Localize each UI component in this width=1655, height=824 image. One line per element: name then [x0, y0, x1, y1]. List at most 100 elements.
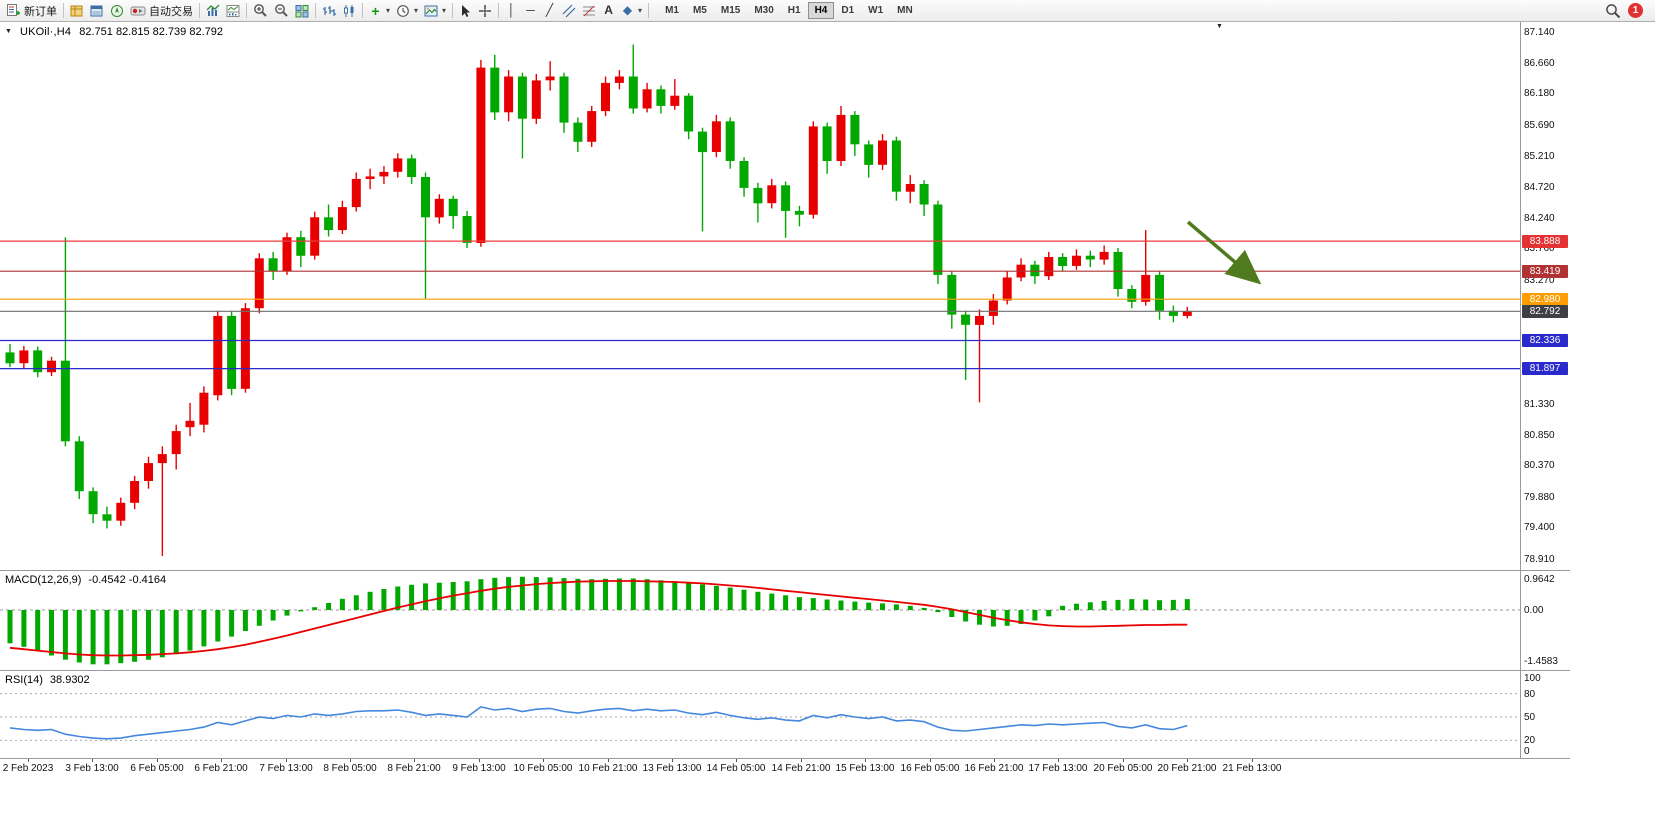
time-tick: [1252, 759, 1253, 762]
horizontal-line-button[interactable]: ─: [521, 1, 540, 20]
timeframe-m15[interactable]: M15: [720, 5, 741, 16]
rsi-axis-label: 50: [1524, 712, 1536, 723]
vertical-line-button[interactable]: │: [502, 1, 521, 20]
autotrading-button[interactable]: 自动交易: [127, 1, 196, 20]
candle: [808, 121, 818, 219]
indicators-icon: [206, 4, 220, 16]
bar-chart-icon: [323, 5, 336, 16]
timeframe-m1[interactable]: M1: [665, 5, 679, 16]
data-window-icon: [90, 5, 103, 16]
price-tick-label: 83.270: [1524, 275, 1555, 286]
crosshair-button[interactable]: [475, 1, 495, 20]
indicator-window-icon: [226, 4, 240, 17]
time-axis[interactable]: 2 Feb 2023 3 Feb 13:00 6 Feb 05:00 6 Feb 21…: [0, 759, 1570, 776]
rsi-axis-label: 80: [1524, 689, 1536, 700]
cursor-button[interactable]: [456, 1, 475, 20]
timeframe-m5[interactable]: M5: [692, 5, 707, 16]
candle: [836, 106, 846, 167]
candle: [157, 446, 167, 556]
candle: [268, 251, 278, 280]
timeframe-h1[interactable]: H1: [787, 5, 801, 16]
timeframe-d1[interactable]: D1: [841, 5, 855, 16]
main-chart-canvas[interactable]: [0, 22, 1520, 570]
time-label: 16 Feb 05:00: [900, 763, 960, 774]
time-tick: [608, 759, 609, 762]
fibonacci-button[interactable]: [579, 1, 599, 20]
new-order-button[interactable]: 新订单: [3, 1, 60, 20]
candle: [393, 153, 403, 178]
candle: [199, 386, 209, 433]
search-icon[interactable]: [1605, 3, 1621, 19]
candle: [1127, 285, 1137, 309]
time-label: 10 Feb 21:00: [578, 763, 638, 774]
candle: [1016, 258, 1026, 282]
symbol-dropdown-icon[interactable]: ▼: [5, 28, 12, 35]
macd-values: -0.4542 -0.4164: [88, 574, 167, 586]
toolbar-separator: [362, 3, 363, 18]
add-indicator-button[interactable]: + ▾: [366, 1, 393, 20]
data-window-button[interactable]: [87, 1, 107, 20]
candle: [711, 114, 721, 158]
panel-splitter[interactable]: [0, 670, 1570, 671]
templates-button[interactable]: ▾: [421, 1, 449, 20]
annotation-arrow[interactable]: [1186, 220, 1262, 285]
rsi-canvas[interactable]: [0, 672, 1520, 757]
rsi-axis-label: 0: [1524, 746, 1530, 757]
text-tool-button[interactable]: A: [599, 1, 618, 20]
price-tick-label: 85.210: [1524, 151, 1555, 162]
price-tick-label: 78.910: [1524, 554, 1555, 565]
timeframe-mn[interactable]: MN: [897, 5, 913, 16]
price-tick-label: 80.850: [1524, 430, 1555, 441]
fibonacci-icon: [583, 5, 596, 16]
periods-icon: [397, 4, 409, 17]
chart-shift-marker-icon[interactable]: ▼: [1216, 23, 1223, 30]
timeframe-h4[interactable]: H4: [807, 2, 835, 19]
toolbar-separator: [648, 3, 650, 18]
macd-title: MACD(12,26,9): [5, 574, 82, 586]
time-tick: [865, 759, 866, 762]
macd-label: MACD(12,26,9) -0.4542 -0.4164: [5, 574, 166, 586]
timeframe-w1[interactable]: W1: [868, 5, 884, 16]
navigator-icon: [111, 4, 123, 17]
rsi-label: RSI(14) 38.9302: [5, 674, 90, 686]
zoom-out-button[interactable]: [271, 1, 292, 20]
rsi-title: RSI(14): [5, 674, 43, 686]
indicators-button[interactable]: [203, 1, 223, 20]
channel-button[interactable]: [559, 1, 579, 20]
market-watch-button[interactable]: [67, 1, 87, 20]
panel-splitter[interactable]: [0, 758, 1570, 759]
navigator-button[interactable]: [107, 1, 127, 20]
tile-windows-button[interactable]: [292, 1, 312, 20]
candle: [781, 181, 791, 238]
candle-chart-type-button[interactable]: [339, 1, 359, 20]
candle: [171, 424, 181, 470]
toolbar-separator: [63, 3, 64, 18]
rsi-axis-label: 20: [1524, 735, 1536, 746]
candle: [365, 168, 375, 190]
zoom-in-button[interactable]: [250, 1, 271, 20]
time-label: 15 Feb 13:00: [835, 763, 895, 774]
indicator-window-button[interactable]: [223, 1, 243, 20]
ohlc-values: 82.751 82.815 82.739 82.792: [79, 26, 223, 38]
cursor-icon: [462, 4, 471, 17]
add-indicator-icon: +: [371, 2, 380, 19]
trendline-button[interactable]: ╱: [540, 1, 559, 20]
timeframe-m30[interactable]: M30: [754, 5, 774, 16]
shapes-button[interactable]: ◆ ▾: [618, 1, 645, 20]
candle: [102, 506, 112, 529]
candle: [698, 127, 707, 232]
bar-chart-type-button[interactable]: [319, 1, 339, 20]
periods-button[interactable]: ▾: [393, 1, 421, 20]
price-tick-label: 86.180: [1524, 88, 1555, 99]
price-axis[interactable]: 87.140 86.660 86.180 85.690 85.210 84.720 84.2…: [1521, 22, 1601, 776]
price-line-label: 82.980: [1522, 293, 1568, 306]
panel-splitter[interactable]: [0, 570, 1570, 571]
candle: [1085, 250, 1095, 268]
candle: [628, 44, 638, 114]
time-label: 3 Feb 13:00: [65, 763, 119, 774]
candle-chart-icon: [344, 4, 354, 17]
time-tick: [543, 759, 544, 762]
macd-canvas[interactable]: [0, 572, 1520, 669]
notification-badge[interactable]: 1: [1628, 3, 1643, 18]
new-order-label: 新订单: [24, 5, 57, 18]
